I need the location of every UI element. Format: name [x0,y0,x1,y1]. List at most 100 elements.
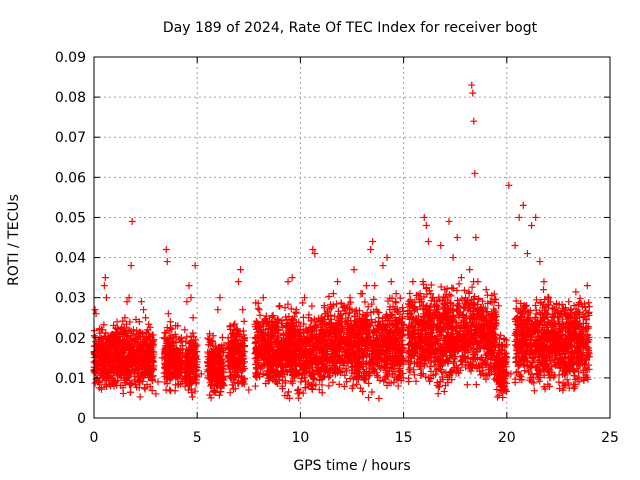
data-point [284,320,292,328]
data-point [397,330,405,338]
data-point [183,333,191,341]
data-point [233,325,241,333]
data-point [272,351,280,359]
data-point [262,352,270,360]
data-point [174,351,182,359]
data-point [264,377,272,385]
data-point [123,332,131,340]
data-point [265,369,273,377]
data-point [256,311,264,319]
data-point [346,351,354,359]
data-point [239,367,247,375]
data-point [339,323,347,331]
chart-title: Day 189 of 2024, Rate Of TEC Index for r… [163,20,538,36]
data-point [216,388,224,396]
data-point [188,389,196,397]
data-point [115,362,123,370]
data-point [376,320,384,328]
data-point [274,361,282,369]
data-point [127,336,135,344]
data-point [435,383,443,391]
data-point [126,368,134,376]
data-point [351,317,359,325]
data-point [187,379,195,387]
data-point [148,375,156,383]
data-point [230,321,238,329]
data-point [100,321,108,329]
data-point [226,368,234,376]
data-point [232,355,240,363]
data-point [345,300,353,308]
data-point [409,278,417,286]
data-point [365,379,373,387]
data-point [120,341,128,349]
data-point [149,337,157,345]
data-point [205,341,213,349]
data-point [309,350,317,358]
data-point [254,304,262,312]
data-point [110,369,118,377]
data-point [472,381,480,389]
data-point [332,300,340,308]
data-point [265,341,273,349]
data-point [146,346,154,354]
data-point [101,350,109,358]
data-point [440,387,448,395]
data-point [341,371,349,379]
data-point [204,366,212,374]
data-point [278,317,286,325]
data-point [272,324,280,332]
data-point [339,304,347,312]
data-point [187,339,195,347]
data-point [267,372,275,380]
data-point [192,363,200,371]
data-point [281,379,289,387]
data-point [329,290,337,298]
data-point [112,329,120,337]
data-point [343,357,351,365]
data-point [288,365,296,373]
data-point [176,380,184,388]
data-point [134,374,142,382]
data-point [166,386,174,394]
data-point [218,363,226,371]
data-point [315,367,323,375]
data-point [343,378,351,386]
data-point [146,383,154,391]
data-point [389,365,397,373]
data-point [116,336,124,344]
data-point [138,364,146,372]
data-point [301,384,309,392]
data-point [269,362,277,370]
data-point [143,339,151,347]
data-point [166,349,174,357]
data-point [232,336,240,344]
data-point [167,354,175,362]
data-point [386,303,394,311]
data-point [310,374,318,382]
data-point [121,356,129,364]
data-point [364,303,372,311]
data-point [215,391,223,399]
data-point [209,354,217,362]
data-point [308,302,316,310]
data-point [127,388,135,396]
data-point [392,299,400,307]
data-point [295,394,303,402]
data-point [347,331,355,339]
data-point [135,359,143,367]
data-point [167,332,175,340]
data-point [111,358,119,366]
data-point [312,381,320,389]
data-point [256,328,264,336]
data-point [376,350,384,358]
data-point [298,352,306,360]
data-point [426,363,434,371]
data-point [234,373,242,381]
data-point [259,319,267,327]
data-point [97,384,105,392]
data-point [309,380,317,388]
data-point [126,360,134,368]
data-point [308,317,316,325]
data-point [325,292,333,300]
